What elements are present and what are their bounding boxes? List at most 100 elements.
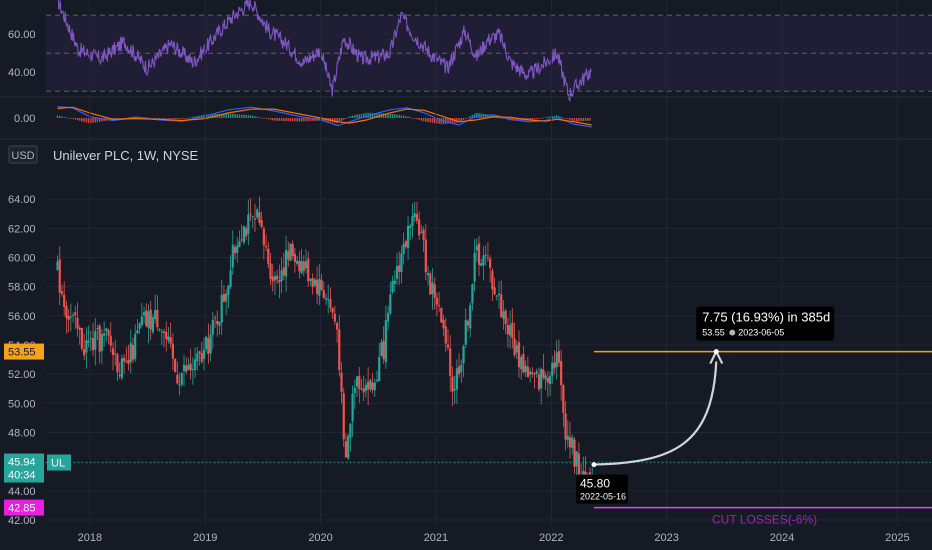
macd-histogram-bar	[147, 117, 150, 119]
candle-body	[426, 272, 430, 276]
candle-body	[207, 338, 210, 355]
candle-body	[320, 280, 323, 290]
rsi-y-axis: 40.00 60.00	[8, 29, 36, 79]
macd-histogram-bar	[438, 118, 440, 124]
candle-body	[158, 329, 161, 331]
macd-histogram-bar	[476, 112, 478, 118]
macd-histogram-bar	[185, 118, 187, 119]
time-tick-label: 2021	[424, 532, 448, 544]
macd-histogram-bar	[580, 118, 582, 122]
macd-histogram-bar	[174, 118, 176, 119]
macd-histogram-bar	[176, 118, 179, 119]
candle-body	[231, 245, 234, 268]
candle-body	[131, 345, 135, 360]
macd-histogram-bar	[334, 118, 336, 123]
macd-histogram-bar	[396, 114, 398, 118]
candle-body	[182, 364, 186, 371]
macd-histogram-bar	[189, 117, 192, 119]
macd-histogram-bar	[351, 115, 354, 118]
macd-histogram-bar	[323, 118, 325, 122]
macd-histogram-bar	[502, 118, 505, 119]
macd-histogram-bar	[343, 118, 345, 120]
candle-body	[387, 312, 390, 322]
candle-body	[156, 309, 159, 328]
countdown-label: 40:34	[8, 470, 36, 482]
macd-histogram-bar	[349, 116, 352, 118]
macd-histogram-bar	[549, 116, 551, 118]
candle-body	[227, 285, 230, 296]
macd-histogram-bar	[121, 118, 123, 119]
candle-body	[140, 316, 143, 326]
candle-body	[551, 362, 554, 376]
candle-body	[475, 245, 478, 251]
candle-body	[154, 309, 157, 319]
macd-histogram-bar	[263, 118, 265, 119]
candle-body	[262, 228, 265, 246]
candle-body	[548, 375, 552, 385]
macd-histogram-bar	[236, 114, 238, 118]
macd-histogram-bar	[154, 118, 156, 119]
candle-body	[162, 331, 166, 334]
candle-body	[389, 294, 392, 314]
candle-body	[127, 359, 130, 364]
macd-histogram-bar	[98, 118, 101, 122]
macd-histogram-bar	[307, 118, 309, 122]
candle-body	[528, 371, 532, 375]
candle-body	[502, 311, 505, 319]
macd-histogram-bar	[575, 118, 578, 122]
candle-body	[380, 342, 383, 356]
candle-body	[438, 305, 441, 307]
candle-body	[391, 281, 394, 292]
candle-body	[327, 299, 330, 301]
candle-body	[537, 374, 541, 390]
candle-body	[331, 308, 334, 313]
macd-histogram-bar	[374, 112, 376, 118]
macd-histogram-bar	[150, 117, 152, 119]
currency-badge[interactable]	[8, 145, 38, 164]
macd-histogram-bar	[500, 117, 502, 119]
projection-arrow	[593, 361, 718, 466]
candle-body	[60, 291, 64, 295]
candle-body	[280, 270, 283, 282]
candle-body	[344, 441, 348, 458]
price-tick-label: 60.00	[8, 253, 36, 265]
macd-histogram-bar	[338, 118, 340, 123]
candle-body	[229, 270, 232, 287]
macd-histogram-bar	[533, 118, 536, 120]
macd-histogram-bar	[425, 118, 427, 122]
macd-histogram-bar	[336, 118, 338, 124]
macd-histogram-bar	[411, 117, 414, 119]
candle-body	[351, 393, 354, 422]
price-tick-label: 52.00	[8, 369, 36, 381]
candle-body	[515, 345, 518, 353]
macd-histogram-bar	[427, 118, 429, 123]
macd-histogram-bar	[292, 118, 294, 122]
macd-histogram-bar	[571, 118, 573, 121]
macd-histogram-bar	[225, 113, 227, 118]
candle-body	[213, 317, 217, 319]
macd-histogram-bar	[92, 118, 94, 123]
macd-histogram-bar	[569, 118, 571, 120]
macd-histogram-bar	[218, 113, 221, 118]
candle-body	[98, 325, 101, 352]
candle-body	[440, 307, 443, 323]
macd-histogram-bar	[407, 116, 409, 118]
macd-histogram-bar	[240, 114, 243, 118]
time-tick-label: 2023	[654, 532, 678, 544]
macd-histogram-bar	[471, 114, 474, 118]
series-tag	[47, 454, 71, 471]
macd-histogram-bar	[243, 114, 245, 118]
candle-body	[233, 247, 237, 254]
candle-body	[116, 354, 119, 373]
macd-histogram-bar	[587, 118, 589, 121]
macd-histogram-bar	[544, 117, 547, 118]
macd-histogram-bar	[158, 118, 161, 119]
macd-histogram-bar	[245, 114, 247, 118]
candle-body	[91, 338, 95, 350]
candle-body	[511, 322, 514, 338]
candle-body	[296, 260, 299, 264]
candle-body	[442, 319, 445, 329]
signal-line	[57, 106, 592, 126]
macd-histogram-bar	[223, 113, 225, 118]
